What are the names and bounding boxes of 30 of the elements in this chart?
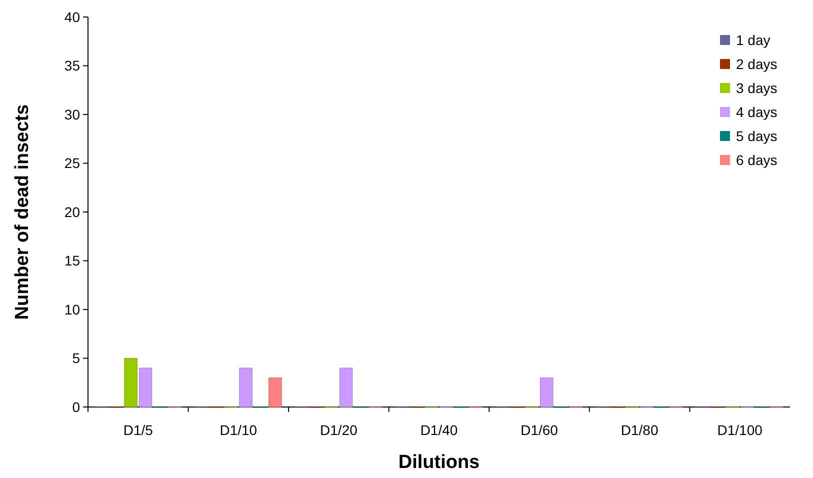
x-tick-label: D1/60 bbox=[520, 422, 558, 438]
bar bbox=[268, 378, 282, 408]
y-tick-label: 40 bbox=[64, 8, 80, 25]
y-tick-label: 0 bbox=[72, 398, 80, 415]
y-tick-label: 20 bbox=[64, 204, 80, 220]
legend-label: 4 days bbox=[736, 104, 778, 120]
bar bbox=[124, 358, 138, 408]
x-tick-label: D1/40 bbox=[420, 422, 458, 438]
y-tick-label: 15 bbox=[64, 252, 80, 269]
legend-label: 5 days bbox=[736, 128, 778, 144]
bar bbox=[138, 368, 152, 408]
bar bbox=[239, 368, 252, 408]
y-tick-label: 25 bbox=[64, 155, 80, 172]
x-axis-title: Dilutions bbox=[398, 452, 480, 473]
bar bbox=[339, 368, 353, 408]
y-tick-label: 35 bbox=[64, 58, 80, 74]
x-tick-label: D1/100 bbox=[717, 422, 763, 438]
x-tick-label: D1/80 bbox=[620, 422, 658, 438]
legend-label: 2 days bbox=[736, 56, 778, 72]
y-tick-label: 10 bbox=[64, 301, 80, 318]
legend-label: 6 days bbox=[736, 152, 778, 168]
x-tick-label: D1/10 bbox=[220, 422, 258, 438]
y-axis-title: Number of dead insects bbox=[12, 104, 33, 320]
bar bbox=[540, 378, 554, 408]
x-tick-label: D1/5 bbox=[123, 422, 154, 438]
x-tick-label: D1/20 bbox=[320, 422, 358, 438]
legend-label: 3 days bbox=[736, 80, 778, 96]
y-tick-label: 30 bbox=[64, 106, 80, 122]
y-tick-label: 5 bbox=[72, 350, 80, 366]
legend-label: 1 day bbox=[736, 32, 770, 48]
